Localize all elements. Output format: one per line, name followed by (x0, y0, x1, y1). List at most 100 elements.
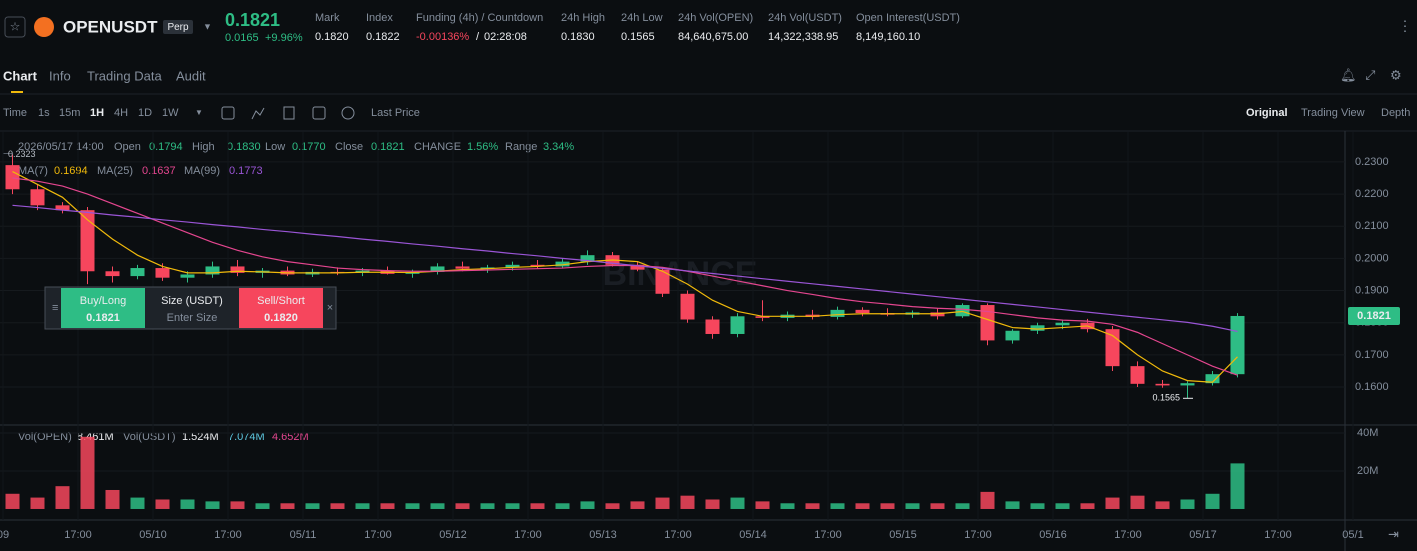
size-input[interactable]: Enter Size (167, 312, 218, 324)
volume-bar (705, 499, 720, 509)
volume-bar (330, 503, 345, 509)
volume-bar (830, 503, 845, 509)
sell-price: 0.1820 (264, 312, 298, 324)
price-type[interactable]: Last Price (371, 107, 420, 119)
interval[interactable]: 1D (138, 107, 152, 119)
vol-value: 1.524M (182, 431, 219, 443)
ma-value: 0.1694 (54, 165, 88, 177)
candle-body (30, 189, 45, 206)
candle-body (55, 205, 70, 211)
candle-body (5, 165, 20, 190)
layout-icon[interactable] (312, 106, 326, 120)
stat-label: 24h Vol(USDT) (768, 12, 842, 24)
sell-button[interactable] (239, 288, 323, 328)
price-change: 0.0165 (225, 32, 259, 44)
x-tick-label: 05/15 (889, 529, 917, 541)
y-tick-label: 0.1900 (1355, 284, 1389, 296)
expand-icon[interactable]: ⤢ (1365, 67, 1375, 82)
candle-body (505, 264, 520, 268)
volume-bar (1080, 503, 1095, 509)
candle-body (980, 305, 995, 341)
candle-body (155, 268, 170, 278)
buy-button[interactable] (61, 288, 145, 328)
tab[interactable]: Chart (3, 68, 38, 83)
symbol[interactable]: OPENUSDT (63, 17, 158, 36)
volume-bar (105, 489, 120, 509)
candle-body (1130, 366, 1145, 384)
tab-underline (11, 91, 23, 93)
volume-bar (780, 503, 795, 509)
view-option[interactable]: Trading View (1301, 107, 1365, 119)
interval[interactable]: 1H (90, 107, 104, 119)
coin-logo (34, 17, 54, 37)
moving-average (12, 171, 1238, 383)
interval[interactable]: 1s (38, 107, 50, 119)
candle-body (730, 316, 745, 334)
legend-time: 2026/05/17 14:00 (18, 141, 104, 153)
volume-bar (380, 503, 395, 509)
candle-body (230, 266, 245, 273)
candle-body (1155, 383, 1170, 386)
volume-bar (205, 501, 220, 509)
volume-bar (405, 503, 420, 509)
last-price-tag (1348, 306, 1400, 325)
candle-body (1105, 329, 1120, 367)
interval: Time (3, 107, 27, 119)
x-tick-label: 17:00 (1114, 529, 1142, 541)
volume-bar (1105, 497, 1120, 509)
candle-body (555, 261, 570, 267)
alert-icon[interactable]: 🔔︎ (1340, 67, 1357, 82)
candle-body (930, 312, 945, 317)
funding-countdown: 02:28:08 (484, 31, 527, 43)
high-marker-dash: — (3, 147, 12, 157)
stat-label: Index (366, 12, 393, 24)
volume-bar (30, 497, 45, 509)
interval[interactable]: 1W (162, 107, 179, 119)
candle-body (1180, 383, 1195, 386)
view-option[interactable]: Original (1246, 107, 1288, 119)
candle-body (105, 271, 120, 277)
stat-value: 0.1830 (561, 31, 595, 43)
candle-body (180, 274, 195, 278)
more-menu[interactable]: ⋮ (1398, 18, 1412, 34)
volume-bar (1130, 495, 1145, 509)
x-tick-label: 17:00 (664, 529, 692, 541)
indicator-icon[interactable] (251, 107, 265, 120)
candle-body (630, 264, 645, 270)
y-tick-label: 0.2000 (1355, 252, 1389, 264)
tab[interactable]: Trading Data (87, 68, 162, 83)
volume-bar (1005, 501, 1020, 509)
display-icon[interactable] (341, 106, 355, 120)
volume-bar (1205, 493, 1220, 509)
vol-value: 7.074M (228, 431, 265, 443)
tab[interactable]: Audit (176, 68, 206, 83)
stat-value: 0.1820 (315, 31, 349, 43)
tab[interactable]: Info (49, 68, 71, 83)
favorite-button[interactable] (4, 16, 26, 38)
legend-label: High (192, 141, 215, 153)
interval[interactable]: 4H (114, 107, 128, 119)
y-tick-label: 0.2100 (1355, 220, 1389, 232)
order-widget: ≡ Buy/Long 0.1821 Size (USDT) Enter Size… (44, 286, 337, 330)
calendar-icon[interactable] (221, 106, 235, 120)
legend-value: 0.1794 (149, 141, 183, 153)
volume-bar (80, 436, 95, 509)
ma-label: MA(25) (97, 165, 133, 177)
interval-more[interactable]: ▼ (195, 108, 203, 117)
settings-icon[interactable]: ⚙︎ (1390, 67, 1402, 82)
close-widget[interactable]: × (327, 302, 333, 314)
scroll-to-end[interactable]: ⇥ (1388, 526, 1399, 541)
symbol-dropdown[interactable]: ▼ (203, 21, 212, 31)
volume-bar (955, 503, 970, 509)
x-tick-label: 05/10 (139, 529, 167, 541)
view-option[interactable]: Depth (1381, 107, 1410, 119)
volume-bar (480, 503, 495, 509)
interval[interactable]: 15m (59, 107, 80, 119)
drag-handle[interactable]: ≡ (52, 302, 58, 314)
volume-bar (230, 501, 245, 509)
x-tick-label: 05/11 (290, 529, 317, 541)
candle-icon[interactable] (283, 106, 295, 120)
volume-bar (355, 503, 370, 509)
volume-bar (605, 503, 620, 509)
volume-bar (755, 501, 770, 509)
